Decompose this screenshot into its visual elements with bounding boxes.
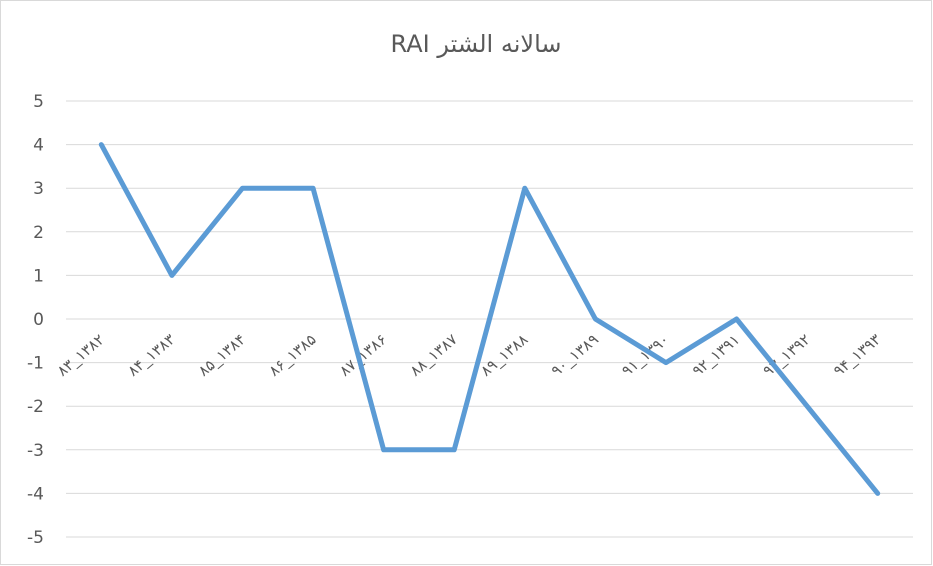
y-tick-label: 1: [33, 266, 44, 286]
y-tick-label: -4: [27, 484, 44, 504]
y-tick-label: 4: [33, 136, 44, 156]
y-tick-label: -3: [27, 441, 44, 461]
y-tick-label: 2: [33, 223, 44, 243]
y-tick-label: 5: [33, 92, 44, 112]
y-tick-label: -1: [27, 354, 44, 374]
y-tick-label: 0: [33, 310, 44, 330]
y-tick-label: -2: [27, 397, 44, 417]
y-tick-label: -5: [27, 528, 44, 548]
line-series: [98, 142, 881, 496]
chart-title: سالانه الشتر RAI: [391, 30, 562, 58]
y-tick-label: 3: [33, 179, 44, 199]
